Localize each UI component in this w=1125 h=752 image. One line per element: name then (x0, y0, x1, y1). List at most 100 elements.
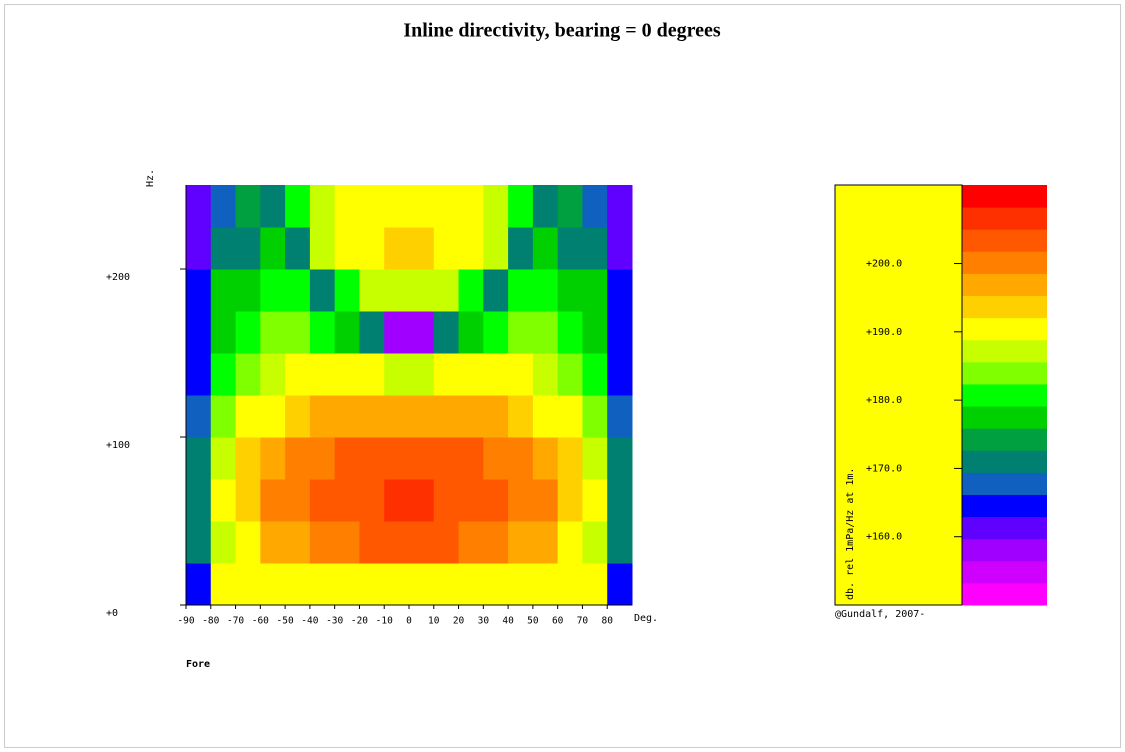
x-tick-label: 80 (601, 616, 613, 627)
heatmap-cell (211, 395, 236, 438)
heatmap-cell (211, 437, 236, 480)
x-tick-label: 50 (527, 616, 539, 627)
heatmap-cell (459, 311, 484, 354)
heatmap-cell (582, 563, 607, 606)
heatmap-cell (211, 227, 236, 270)
heatmap-cell (359, 227, 384, 270)
colorbar-band (962, 229, 1047, 252)
heatmap-cell (409, 311, 434, 354)
heatmap-cell (285, 227, 310, 270)
heatmap-cell (186, 395, 211, 438)
heatmap-cell (211, 185, 236, 228)
heatmap-cell (558, 269, 583, 312)
heatmap-cell (434, 311, 459, 354)
heatmap-cell (285, 479, 310, 522)
heatmap-cell (607, 479, 632, 522)
heatmap-cell (260, 311, 285, 354)
heatmap-cell (335, 353, 360, 396)
heatmap-cell (582, 437, 607, 480)
heatmap-cell (359, 563, 384, 606)
heatmap-cell (607, 563, 632, 606)
heatmap-cell (409, 395, 434, 438)
heatmap-cell (236, 395, 261, 438)
heatmap-cell (533, 269, 558, 312)
note: Fore (186, 659, 210, 670)
heatmap-cell (335, 563, 360, 606)
heatmap-cell (310, 563, 335, 606)
heatmap-cell (434, 521, 459, 564)
heatmap-cell (236, 227, 261, 270)
y-tick-label: +0 (106, 608, 118, 619)
heatmap-cell (409, 437, 434, 480)
colorbar-label: db. rel 1mPa/Hz at 1m. (845, 468, 856, 600)
heatmap-cell (607, 437, 632, 480)
x-tick-label: -40 (301, 616, 318, 627)
heatmap-cell (236, 311, 261, 354)
heatmap-cell (459, 227, 484, 270)
heatmap-cell (582, 353, 607, 396)
x-tick-label: -10 (376, 616, 393, 627)
heatmap-cell (607, 395, 632, 438)
heatmap-cell (335, 437, 360, 480)
heatmap-cell (558, 437, 583, 480)
colorbar-band (962, 472, 1047, 495)
heatmap-cell (186, 185, 211, 228)
heatmap-cell (409, 521, 434, 564)
heatmap-cell (459, 395, 484, 438)
heatmap-cell (483, 227, 508, 270)
heatmap-cell (558, 563, 583, 606)
heatmap-cell (384, 185, 409, 228)
heatmap-cell (186, 437, 211, 480)
heatmap-cell (335, 395, 360, 438)
colorbar-band (962, 318, 1047, 341)
heatmap-cell (310, 521, 335, 564)
heatmap-cell (359, 437, 384, 480)
heatmap-cell (483, 269, 508, 312)
heatmap-cell (310, 227, 335, 270)
heatmap-cell (211, 311, 236, 354)
heatmap-cell (236, 563, 261, 606)
heatmap-cell (508, 437, 533, 480)
heatmap-cell (186, 353, 211, 396)
page: Inline directivity, bearing = 0 degrees … (0, 0, 1125, 752)
heatmap-cell (434, 185, 459, 228)
heatmap-cell (310, 185, 335, 228)
heatmap-cell (211, 269, 236, 312)
heatmap-cell (483, 185, 508, 228)
colorbar-band (962, 207, 1047, 230)
heatmap-cell (260, 437, 285, 480)
heatmap-cell (310, 395, 335, 438)
heatmap-cell (236, 437, 261, 480)
heatmap-cell (582, 185, 607, 228)
heatmap-cell (483, 437, 508, 480)
colorbar-tick-label: +200.0 (866, 259, 902, 270)
colorbar-tick-label: +180.0 (866, 395, 902, 406)
heatmap-cell (186, 479, 211, 522)
heatmap-cell (236, 521, 261, 564)
chart-title: Inline directivity, bearing = 0 degrees (403, 20, 721, 42)
heatmap-cell (211, 353, 236, 396)
y-tick-label: +100 (106, 440, 130, 451)
x-tick-label: -90 (177, 616, 194, 627)
y-axis-label: Hz. (145, 169, 156, 187)
colorbar-band (962, 251, 1047, 274)
heatmap-cell (335, 227, 360, 270)
heatmap-cell (533, 185, 558, 228)
heatmap-cell (285, 563, 310, 606)
colorbar-band (962, 450, 1047, 473)
heatmap-cell (508, 185, 533, 228)
heatmap-cell (359, 185, 384, 228)
heatmap-cell (384, 563, 409, 606)
heatmap-cell (533, 479, 558, 522)
heatmap-cell (607, 185, 632, 228)
heatmap-cell (384, 311, 409, 354)
heatmap-cell (409, 563, 434, 606)
heatmap-cell (582, 227, 607, 270)
heatmap-cell (260, 395, 285, 438)
colorbar-band (962, 296, 1047, 319)
heatmap-cell (359, 269, 384, 312)
colorbar-tick-label: +170.0 (866, 463, 902, 474)
heatmap-cell (310, 269, 335, 312)
heatmap-cell (533, 563, 558, 606)
heatmap-cell (558, 479, 583, 522)
